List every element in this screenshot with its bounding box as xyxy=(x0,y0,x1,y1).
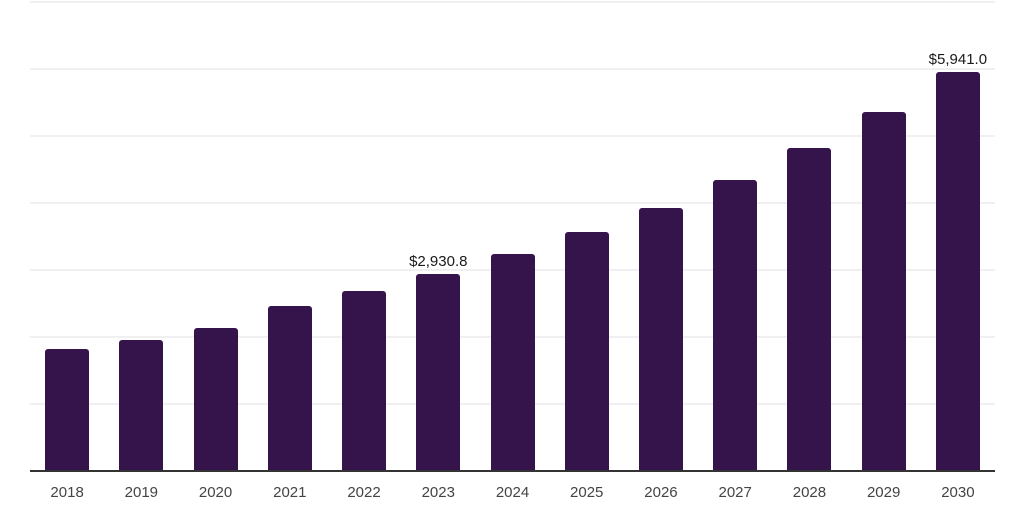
gridline xyxy=(30,202,995,204)
x-axis-label-2018: 2018 xyxy=(50,484,84,501)
bar-2021 xyxy=(268,306,312,470)
bar-2030 xyxy=(936,72,980,470)
bar-2025 xyxy=(565,232,609,470)
x-axis-label-2025: 2025 xyxy=(570,484,604,501)
bar-2018 xyxy=(45,349,89,470)
x-axis-label-2027: 2027 xyxy=(718,484,752,501)
bar-value-label-2030: $5,941.0 xyxy=(928,51,988,68)
x-axis-label-2023: 2023 xyxy=(421,484,455,501)
x-axis-label-2026: 2026 xyxy=(644,484,678,501)
x-axis-label-2024: 2024 xyxy=(495,484,530,501)
bar-2024 xyxy=(491,254,535,470)
x-axis-label-2028: 2028 xyxy=(792,484,827,501)
bar-2028 xyxy=(787,148,831,470)
x-axis-label-2020: 2020 xyxy=(198,484,233,501)
x-axis-label-2021: 2021 xyxy=(273,484,307,501)
gridline xyxy=(30,135,995,137)
bar-2020 xyxy=(194,328,238,470)
bar-2023 xyxy=(416,274,460,470)
bar-2019 xyxy=(119,340,163,470)
bar-2027 xyxy=(713,180,757,470)
bar-2026 xyxy=(639,208,683,470)
x-axis-label-2019: 2019 xyxy=(124,484,159,501)
bar-2029 xyxy=(862,112,906,470)
x-axis-line xyxy=(30,470,995,472)
x-axis-label-2029: 2029 xyxy=(866,484,901,501)
gridline xyxy=(30,1,995,3)
bar-2022 xyxy=(342,291,386,470)
gridline xyxy=(30,68,995,70)
x-axis-label-2030: 2030 xyxy=(941,484,975,501)
x-axis-label-2022: 2022 xyxy=(347,484,381,501)
bar-value-label-2023: $2,930.8 xyxy=(409,253,468,270)
